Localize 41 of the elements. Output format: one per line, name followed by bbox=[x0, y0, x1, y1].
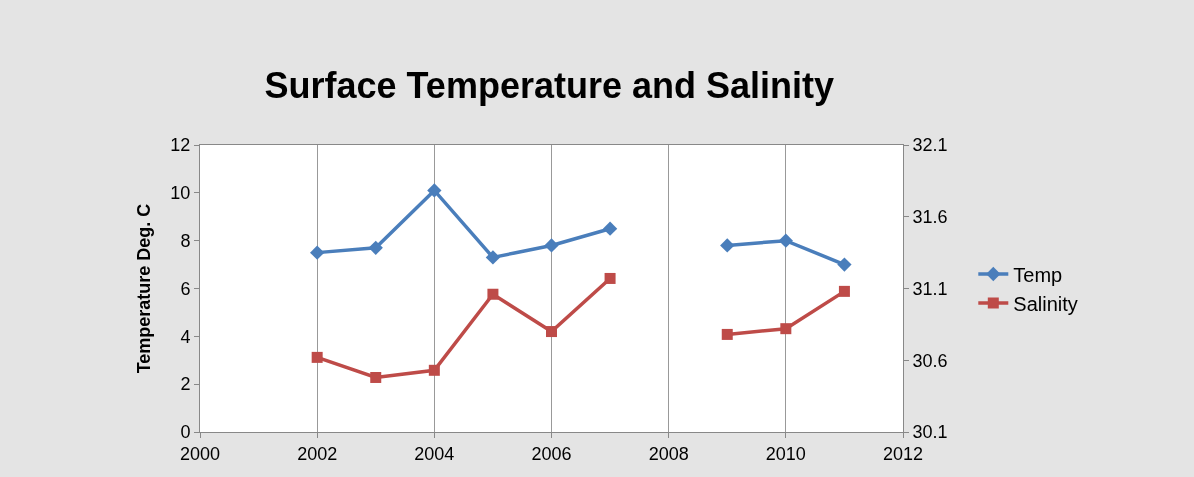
y-tick-label: 2 bbox=[180, 374, 191, 395]
point bbox=[485, 250, 501, 265]
y2-tick-label: 31.1 bbox=[912, 278, 948, 299]
point bbox=[428, 364, 440, 376]
y-tick-label: 4 bbox=[180, 326, 191, 347]
y2-tick-label: 32.1 bbox=[912, 135, 948, 156]
point bbox=[720, 238, 735, 253]
point bbox=[837, 257, 852, 272]
y-axis-title: Temperature Deg. C bbox=[133, 203, 154, 374]
x-tick-label: 2002 bbox=[297, 443, 338, 464]
y2-tick-label: 31.6 bbox=[912, 207, 948, 228]
x-tick-label: 2012 bbox=[882, 443, 924, 464]
point bbox=[780, 323, 792, 335]
y2-tick-label: 30.6 bbox=[912, 350, 948, 371]
y-tick-label: 8 bbox=[180, 230, 191, 251]
point bbox=[368, 240, 383, 255]
point bbox=[310, 245, 325, 260]
x-tick-label: 2000 bbox=[179, 443, 221, 464]
y-tick-label: 10 bbox=[170, 183, 191, 204]
point bbox=[838, 285, 850, 297]
y-tick-label: 0 bbox=[180, 422, 191, 443]
point bbox=[487, 288, 499, 300]
x-tick-label: 2004 bbox=[414, 443, 455, 464]
y2-tick-label: 30.1 bbox=[912, 422, 948, 443]
legend-label: Salinity bbox=[1013, 292, 1078, 315]
x-tick-label: 2006 bbox=[531, 443, 572, 464]
point bbox=[311, 351, 323, 363]
point bbox=[778, 233, 793, 248]
chart-title: Surface Temperature and Salinity bbox=[264, 65, 834, 107]
point bbox=[370, 371, 382, 383]
point bbox=[604, 272, 616, 284]
point bbox=[602, 221, 618, 236]
y-tick-label: 6 bbox=[180, 278, 191, 299]
y-tick-label: 12 bbox=[170, 135, 191, 156]
x-tick-label: 2010 bbox=[765, 443, 806, 464]
point bbox=[427, 183, 442, 198]
x-tick-label: 2008 bbox=[648, 443, 689, 464]
point bbox=[721, 328, 733, 340]
point bbox=[546, 326, 557, 338]
point bbox=[544, 238, 559, 253]
legend-label: Temp bbox=[1013, 263, 1063, 286]
